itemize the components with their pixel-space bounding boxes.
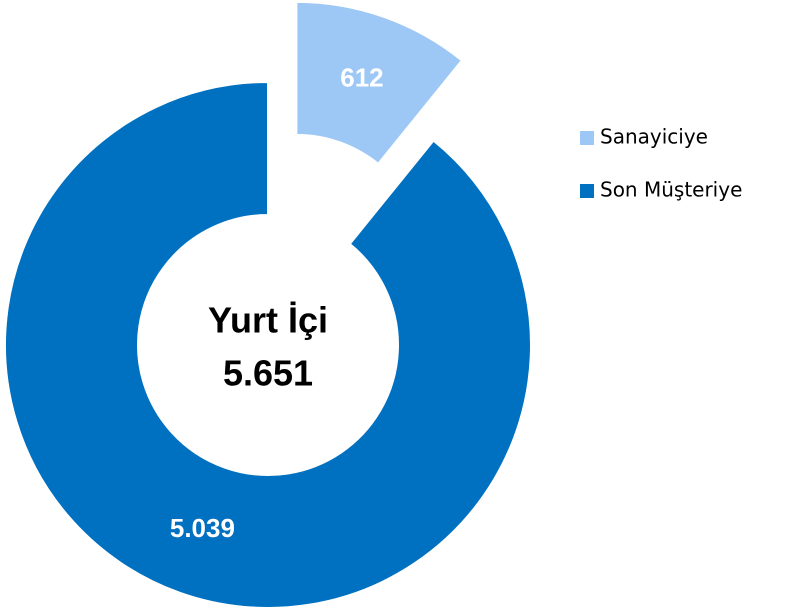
slice — [295, 0, 464, 166]
legend-swatch — [580, 131, 594, 145]
legend-label: Son Müşteriye — [600, 178, 742, 202]
legend-swatch — [580, 184, 594, 198]
data-label: 612 — [340, 63, 383, 93]
legend-label: Sanayiciye — [600, 125, 708, 149]
slice — [4, 80, 532, 609]
center-title: Yurt İçi — [208, 300, 328, 341]
center-total: 5.651 — [223, 353, 313, 394]
data-label: 5.039 — [170, 513, 235, 543]
